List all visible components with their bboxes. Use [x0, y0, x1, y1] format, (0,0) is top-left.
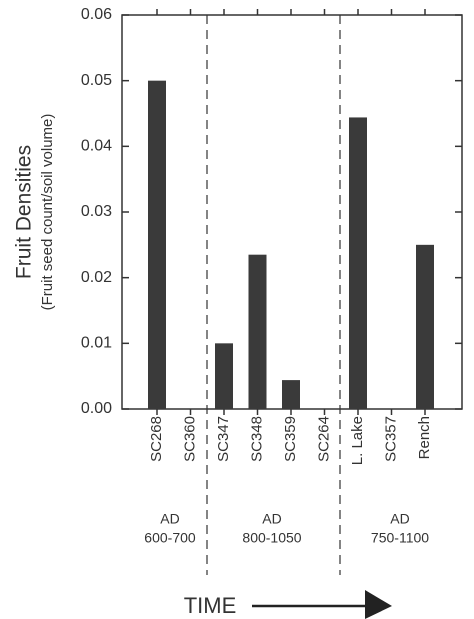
period-label: 750-1100	[371, 530, 429, 546]
x-tick-label: SC268	[148, 416, 165, 462]
bar	[282, 380, 300, 409]
x-tick-label: SC347	[215, 416, 232, 462]
y-axis-subtitle: (Fruit seed count/soil volume)	[39, 114, 56, 311]
y-tick-label: 0.05	[81, 72, 112, 89]
bar	[248, 254, 267, 409]
plot-frame	[121, 14, 463, 410]
bar	[416, 244, 434, 409]
x-tick-label: SC360	[181, 416, 198, 462]
x-axis-title: TIME	[184, 593, 237, 618]
y-tick-label: 0.04	[81, 138, 112, 155]
y-tick-label: 0.02	[81, 269, 112, 286]
y-tick-label: 0.03	[81, 203, 112, 220]
x-tick-label: L. Lake	[349, 416, 366, 465]
bar	[349, 117, 367, 409]
period-label: 800-1050	[242, 530, 301, 546]
x-tick-label: SC357	[382, 416, 399, 462]
period-label: AD	[160, 511, 179, 527]
period-label: 600-700	[144, 530, 196, 546]
time-arrow-head	[365, 590, 392, 619]
period-label: AD	[390, 511, 409, 527]
bar	[148, 80, 166, 410]
x-tick-label: SC359	[282, 416, 299, 462]
y-tick-label: 0.01	[81, 335, 112, 352]
y-tick-label: 0.06	[81, 6, 112, 23]
x-tick-label: Rench	[416, 416, 433, 459]
y-tick-label: 0.00	[81, 400, 112, 417]
period-label: AD	[262, 511, 281, 527]
y-axis-title: Fruit Densities	[13, 145, 36, 279]
x-tick-label: SC348	[248, 416, 265, 462]
bar	[215, 343, 233, 409]
x-tick-label: SC264	[315, 416, 332, 462]
